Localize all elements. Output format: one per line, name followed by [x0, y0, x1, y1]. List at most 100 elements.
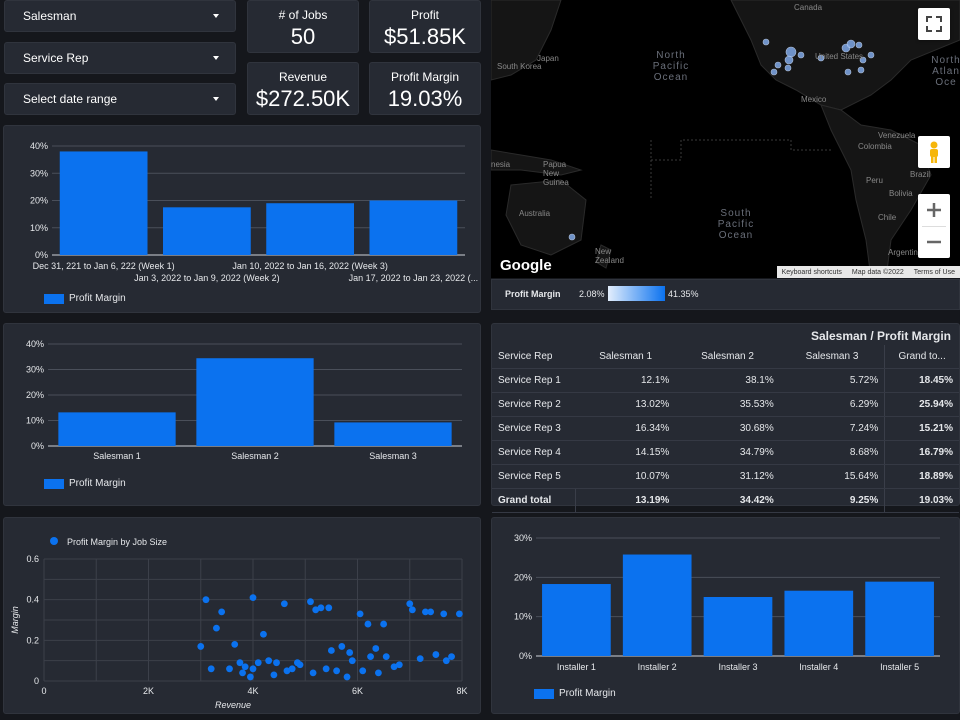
map-legend-label: Profit Margin	[505, 289, 561, 299]
map-label: United States	[815, 52, 864, 61]
pivot-cell: 18.45%	[884, 368, 959, 393]
pivot-cell: 5.72%	[779, 368, 885, 393]
keyboard-shortcuts-link[interactable]: Keyboard shortcuts	[781, 268, 842, 276]
chevron-down-icon	[213, 56, 219, 60]
x-tick-label: 2K	[143, 686, 154, 696]
scatter-point	[312, 606, 320, 614]
x-tick-label: Jan 17, 2022 to Jan 23, 2022 (...	[349, 273, 479, 283]
pivot-header[interactable]: Salesman 3	[779, 345, 885, 369]
y-tick-label: 0.2	[26, 635, 39, 645]
kpi-margin: Profit Margin 19.03%	[369, 62, 481, 115]
scatter-point	[427, 608, 435, 616]
scatter-point	[406, 600, 414, 608]
pivot-cell: Service Rep 4	[492, 440, 576, 465]
scatter-point	[309, 669, 317, 677]
fullscreen-icon[interactable]	[918, 8, 950, 40]
scatter-point	[327, 647, 335, 654]
map-label: Bolivia	[889, 189, 913, 198]
date-range-filter[interactable]: Select date range	[4, 83, 236, 115]
zoom-out-icon[interactable]	[926, 227, 942, 258]
y-tick-label: 30%	[26, 365, 44, 375]
bar	[622, 554, 692, 656]
pivot-cell: 30.68%	[675, 416, 780, 441]
pivot-cell: 12.1%	[575, 368, 676, 393]
scatter-point	[288, 665, 296, 673]
scatter-point	[241, 663, 249, 671]
pivot-header[interactable]: Salesman 1	[575, 345, 676, 369]
map-label: Japan	[537, 54, 559, 63]
x-tick-label: Salesman 1	[93, 451, 141, 461]
y-axis-label: Margin	[10, 606, 20, 634]
pivot-header[interactable]: Grand to...	[884, 345, 959, 369]
bar	[542, 584, 611, 656]
bar	[784, 590, 854, 656]
x-tick-label: Installer 5	[880, 662, 919, 672]
service-rep-filter[interactable]: Service Rep	[4, 42, 236, 74]
table-row: Service Rep 2 13.02% 35.53% 6.29% 25.94%	[492, 392, 959, 417]
kpi-jobs-label: # of Jobs	[278, 8, 328, 22]
scatter-point	[254, 659, 262, 667]
installer-chart-svg: 0% 10% 20% 30% Installer 1 Installer 2 Install…	[514, 533, 940, 672]
x-tick-label: 6K	[352, 686, 363, 696]
zoom-in-icon[interactable]	[926, 195, 942, 226]
map-legend: Profit Margin 2.08% 41.35%	[491, 279, 960, 310]
zoom-controls	[918, 194, 950, 258]
pivot-cell: 35.53%	[675, 392, 780, 417]
pivot-cell: 34.79%	[675, 440, 780, 465]
pivot-cell: Service Rep 2	[492, 392, 576, 417]
bar	[369, 200, 458, 255]
scatter-point	[260, 630, 267, 638]
chevron-down-icon	[213, 97, 219, 101]
pivot-cell: 13.02%	[575, 392, 676, 417]
y-tick-label: 0%	[519, 651, 532, 661]
scatter-point	[273, 659, 280, 667]
scatter-point	[395, 661, 403, 669]
pivot-cell: 15.21%	[884, 416, 959, 441]
pivot-header[interactable]: Salesman 2	[675, 345, 780, 369]
pegman-icon[interactable]	[918, 136, 950, 168]
map-label: Mexico	[801, 95, 827, 104]
pivot-cell: 31.12%	[675, 464, 780, 489]
scatter-point	[322, 665, 330, 673]
salesman-filter[interactable]: Salesman	[4, 0, 236, 32]
bar	[703, 597, 773, 656]
weekly-chart-svg: 0% 10% 20% 30% 40% Dec 31, 221 to Jan 6, 222 …	[30, 141, 479, 283]
map-marker	[855, 41, 863, 49]
map-marker	[867, 51, 875, 59]
map-label: Papua New Guinea	[543, 160, 569, 187]
scatter-point	[249, 594, 257, 602]
y-tick-label: 30%	[514, 533, 532, 543]
ocean-label: South Pacific Ocean	[717, 208, 755, 241]
scatter-point	[367, 653, 374, 660]
y-tick-label: 0.6	[26, 554, 39, 564]
map-attribution: Keyboard shortcuts Map data ©2022 Terms …	[776, 266, 960, 278]
scatter-point	[364, 620, 372, 628]
table-row: Service Rep 1 12.1% 38.1% 5.72% 18.45%	[492, 368, 959, 393]
pivot-header[interactable]: Service Rep	[492, 345, 576, 369]
scatter-point	[325, 604, 333, 612]
scatter-point	[442, 657, 450, 665]
scatter-point	[239, 669, 246, 677]
map-marker	[859, 56, 867, 64]
kpi-profit-value: $51.85K	[384, 24, 466, 49]
pivot-cell: 10.07%	[575, 464, 676, 489]
map-marker	[784, 64, 792, 72]
salesman-filter-label: Salesman	[23, 9, 77, 23]
map[interactable]: Canada United States Mexico Japan South …	[491, 0, 960, 278]
terms-link[interactable]: Terms of Use	[913, 268, 955, 276]
pivot-cell: 6.29%	[779, 392, 885, 417]
scatter-point	[270, 671, 278, 679]
bar	[58, 412, 176, 446]
map-legend-gradient	[608, 286, 665, 301]
map-label: Argentin	[888, 248, 918, 257]
map-marker	[817, 54, 825, 62]
kpi-margin-label: Profit Margin	[390, 70, 460, 84]
kpi-margin-value: 19.03%	[387, 86, 463, 111]
scatter-point	[380, 620, 388, 628]
google-logo: Google	[500, 257, 552, 274]
pivot-cell: Service Rep 3	[492, 416, 576, 441]
scatter-point	[231, 641, 239, 648]
x-tick-label: Dec 31, 221 to Jan 6, 222 (Week 1)	[33, 261, 175, 271]
pivot-table: Salesman / Profit Margin Service Rep Sal…	[491, 323, 960, 513]
scatter-point	[356, 610, 364, 618]
